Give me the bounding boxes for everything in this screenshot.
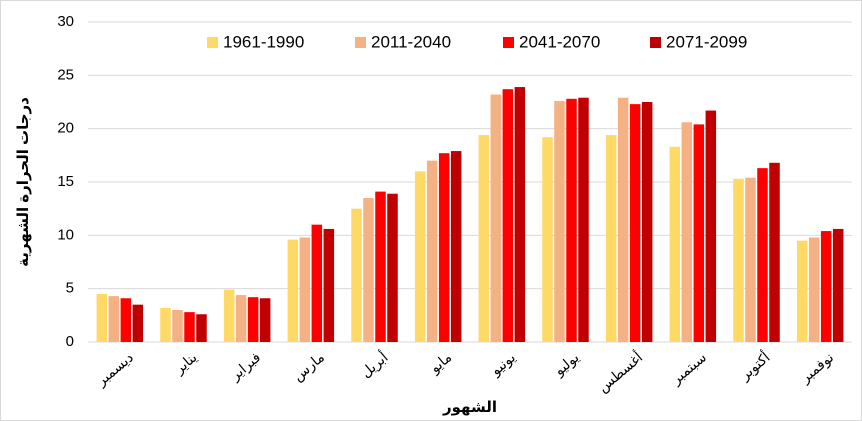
bar xyxy=(490,94,502,343)
x-tick-label: فبراير xyxy=(226,349,264,385)
y-tick-label: 5 xyxy=(66,280,74,297)
legend-label: 2041-2070 xyxy=(519,32,600,51)
bar xyxy=(605,135,617,342)
bar xyxy=(426,160,438,342)
bar xyxy=(641,102,653,342)
x-tick-label: يونيو xyxy=(487,349,519,380)
bar xyxy=(450,151,462,342)
bar xyxy=(287,239,299,342)
bar xyxy=(733,178,744,342)
bar xyxy=(363,198,374,342)
bar xyxy=(108,296,120,342)
y-axis-title: درجات الحرارة الشهرية xyxy=(15,97,32,267)
bar xyxy=(669,146,681,342)
bar xyxy=(120,298,132,342)
bar xyxy=(414,171,426,342)
bar xyxy=(196,314,207,342)
x-tick-label: نوفمبر xyxy=(796,349,837,387)
x-tick-label: سبتمبر xyxy=(667,349,710,389)
legend-swatch xyxy=(650,37,661,48)
x-tick-label: أبريل xyxy=(357,348,392,381)
bar xyxy=(96,294,108,342)
bar xyxy=(681,122,693,343)
bar xyxy=(554,100,565,342)
x-tick-label: مايو xyxy=(426,349,455,377)
legend-swatch xyxy=(503,37,514,48)
y-tick-label: 30 xyxy=(57,13,74,30)
bar xyxy=(184,312,195,342)
bar xyxy=(438,153,450,342)
x-tick-label: أكتوبر xyxy=(735,348,773,384)
bar xyxy=(745,177,756,342)
legend-label: 1961-1990 xyxy=(223,32,304,51)
y-tick-label: 0 xyxy=(66,333,74,350)
bar xyxy=(796,240,808,342)
bar xyxy=(375,191,386,342)
bar xyxy=(172,310,183,342)
bar xyxy=(566,98,577,342)
bar xyxy=(132,304,144,342)
bar xyxy=(299,237,311,342)
y-tick-label: 25 xyxy=(57,66,74,83)
bar xyxy=(808,237,820,342)
bar xyxy=(693,124,705,343)
x-tick-label: أغسطس xyxy=(594,348,646,396)
bar xyxy=(542,137,553,342)
bar xyxy=(223,289,235,342)
bar xyxy=(259,298,271,342)
bar xyxy=(617,97,629,342)
x-tick-label: يوليو xyxy=(550,349,582,380)
y-tick-label: 20 xyxy=(57,120,74,137)
bar xyxy=(757,168,768,342)
legend-swatch xyxy=(355,37,366,48)
y-tick-label: 15 xyxy=(57,173,74,190)
bar xyxy=(323,228,335,342)
bar xyxy=(514,87,526,342)
x-tick-label: مارس xyxy=(290,349,328,385)
bar xyxy=(235,295,247,342)
bar xyxy=(769,162,780,342)
legend-swatch xyxy=(207,37,218,48)
bar xyxy=(502,89,514,342)
bar xyxy=(387,193,398,342)
bar xyxy=(578,97,589,342)
bar xyxy=(705,110,717,343)
x-tick-label: يناير xyxy=(170,349,200,378)
x-axis-title: الشهور xyxy=(442,399,497,416)
bar xyxy=(160,307,171,342)
legend-label: 2011-2040 xyxy=(371,32,451,51)
bar xyxy=(351,208,362,342)
y-tick-label: 10 xyxy=(57,226,74,243)
x-tick-label: ديسمبر xyxy=(92,349,136,390)
bar xyxy=(629,104,641,342)
bar xyxy=(832,228,844,342)
bar xyxy=(478,135,490,342)
legend-label: 2071-2099 xyxy=(666,32,747,51)
bar xyxy=(247,297,259,342)
bar xyxy=(820,231,832,342)
bar xyxy=(311,224,323,342)
